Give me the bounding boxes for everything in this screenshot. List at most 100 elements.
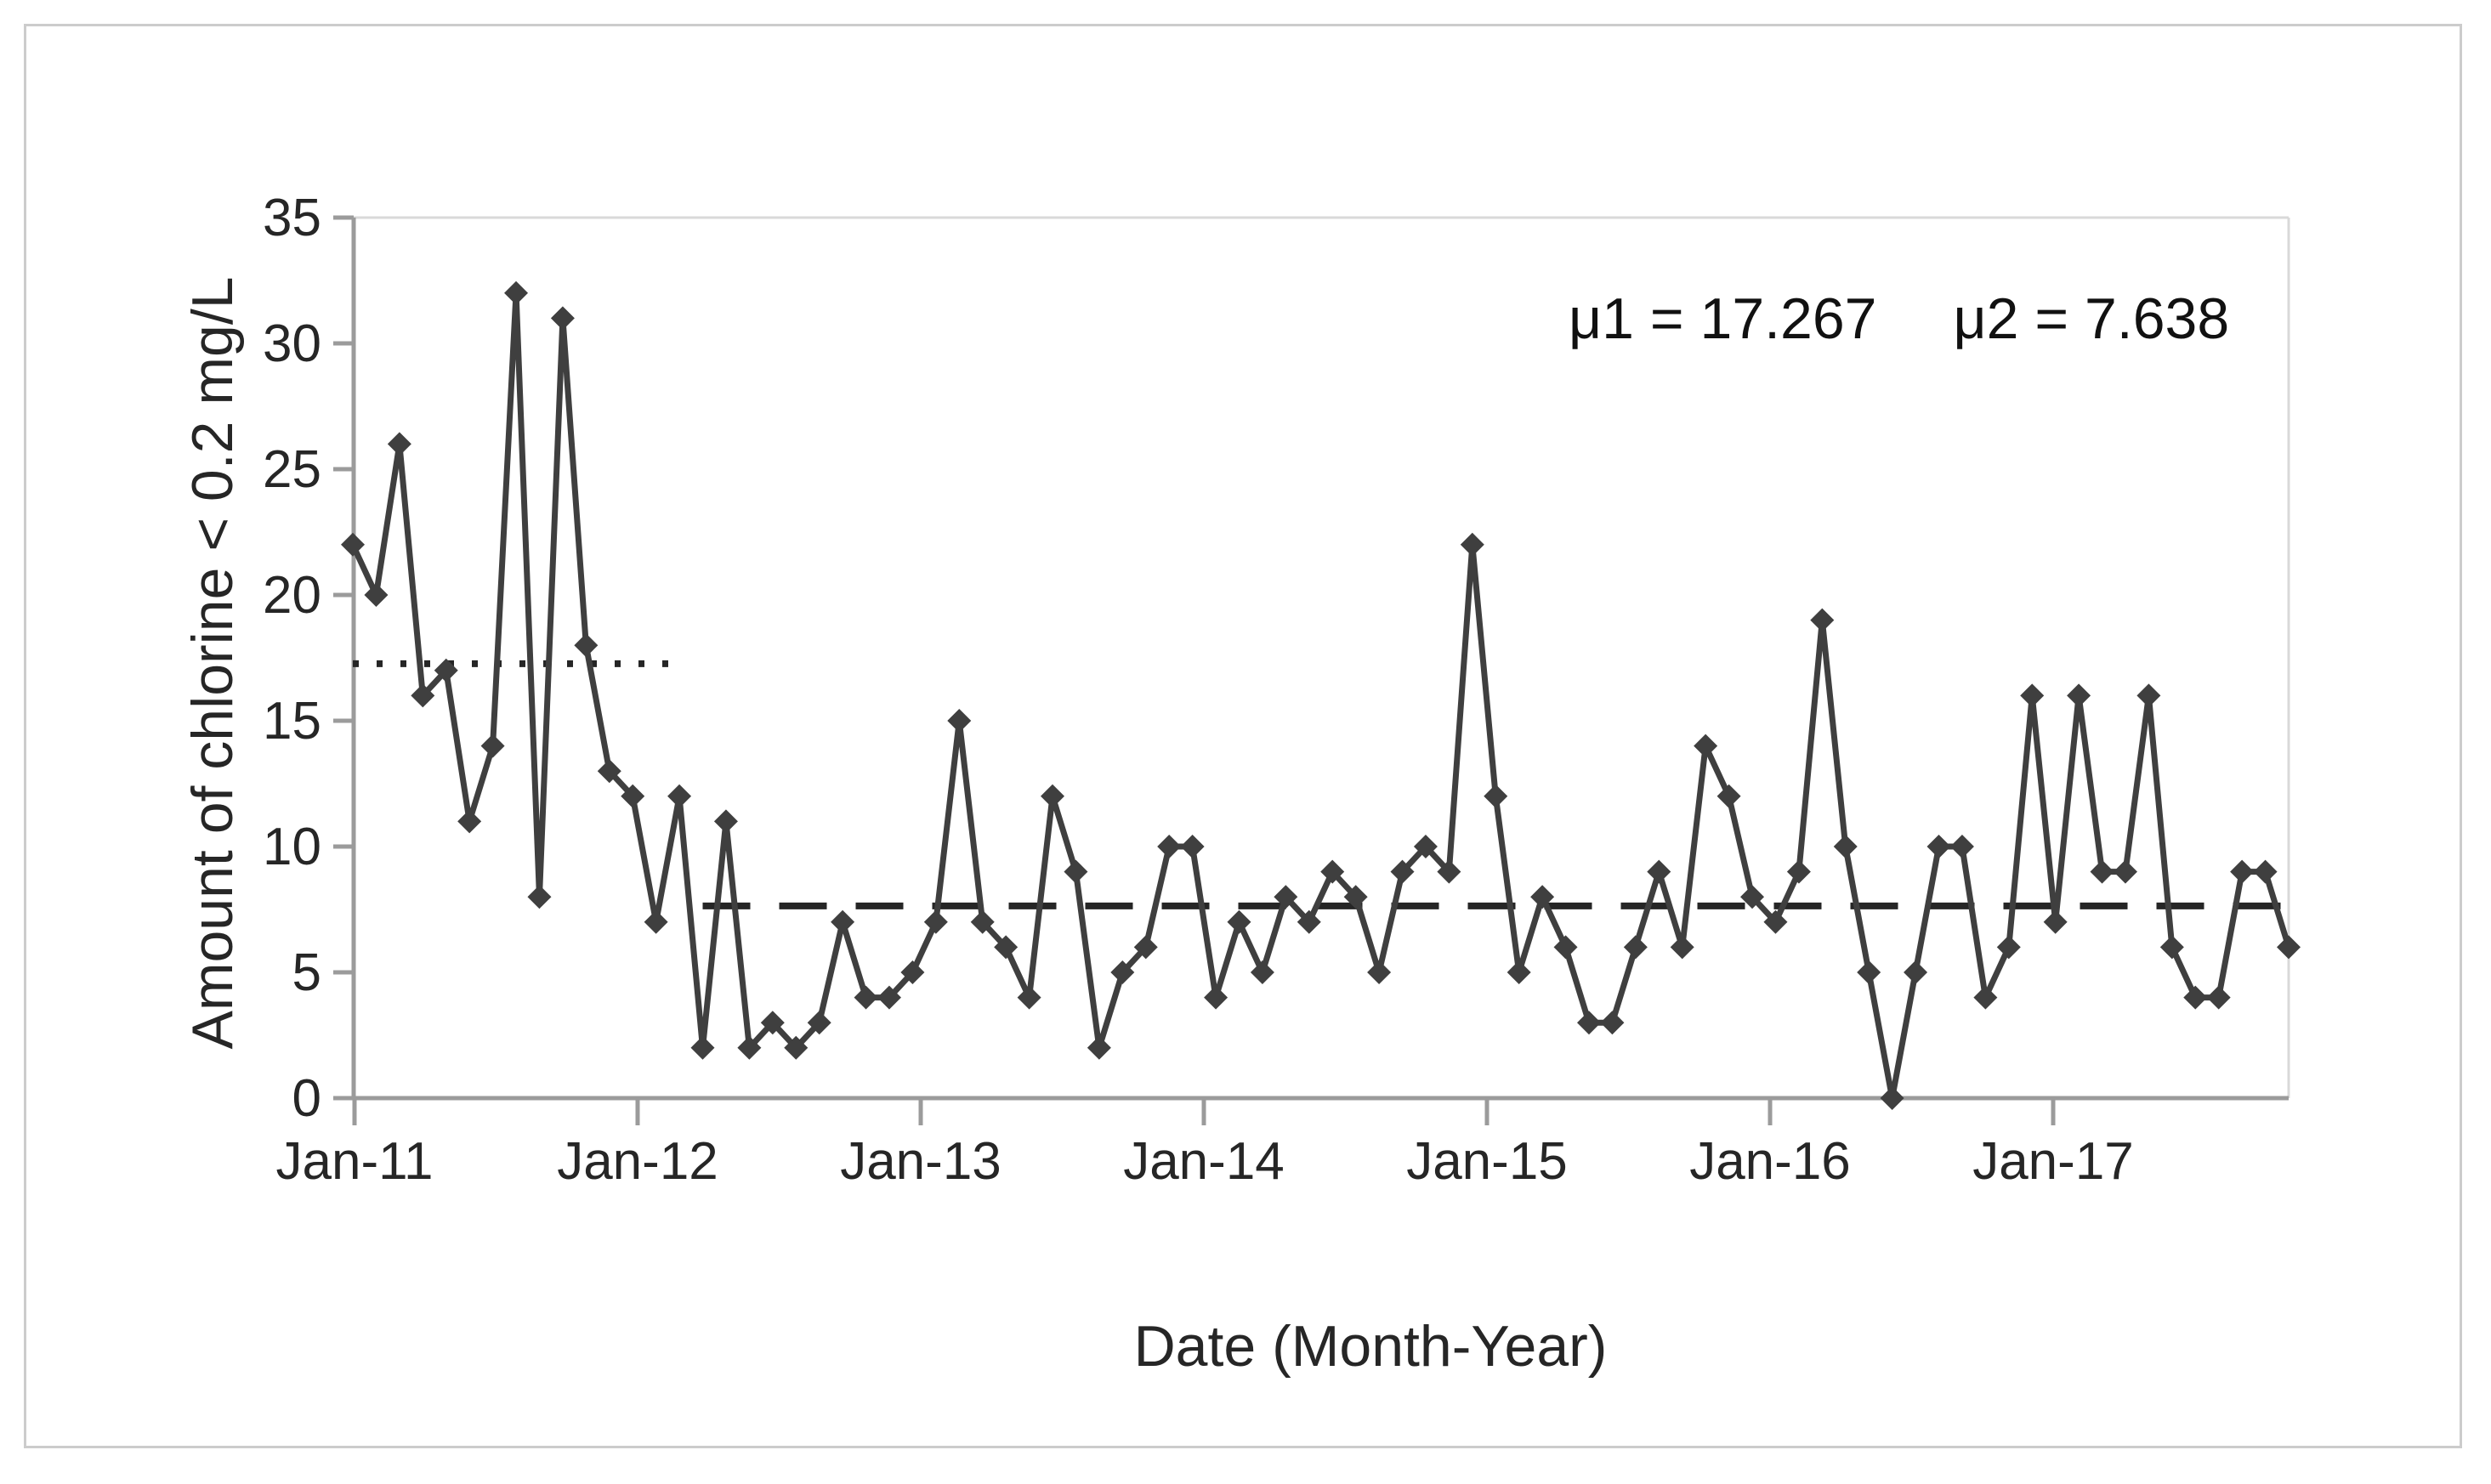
data-point <box>923 909 948 934</box>
data-point <box>1227 909 1251 934</box>
data-point <box>1087 1035 1111 1060</box>
data-point <box>1041 784 1065 808</box>
y-tick-label: 25 <box>263 440 321 499</box>
data-point <box>1017 985 1041 1010</box>
data-point <box>1390 859 1415 884</box>
data-point <box>1553 935 1578 960</box>
data-point <box>1110 960 1135 984</box>
data-point <box>1367 960 1392 984</box>
data-point <box>667 784 692 808</box>
x-tick-label: Jan-14 <box>1123 1132 1285 1191</box>
data-point <box>1460 532 1484 557</box>
x-tick-label: Jan-17 <box>1972 1132 2134 1191</box>
mean-annotations: μ1 = 17.267 μ2 = 7.638 <box>1569 286 2229 352</box>
data-line <box>349 290 2292 1102</box>
data-point <box>1949 835 1974 858</box>
data-point <box>1204 985 1228 1010</box>
data-point <box>807 1011 831 1035</box>
data-point <box>434 658 458 683</box>
data-point <box>2067 683 2091 708</box>
data-point <box>480 734 505 758</box>
data-point <box>1716 784 1741 808</box>
data-point <box>1484 784 1508 808</box>
data-point <box>457 809 482 834</box>
data-point <box>1437 859 1461 884</box>
data-point <box>1880 1086 1904 1110</box>
data-point <box>1180 835 1205 858</box>
data-point <box>1133 935 1158 960</box>
data-point <box>1786 859 1811 884</box>
data-point <box>1576 1011 1601 1035</box>
mu1-annotation: μ1 = 17.267 <box>1569 286 1877 351</box>
y-tick-label: 5 <box>292 943 321 1002</box>
data-point <box>2043 909 2068 934</box>
data-point <box>970 909 995 934</box>
data-point <box>1297 909 1321 934</box>
data-point <box>1623 935 1648 960</box>
data-point <box>1810 608 1835 632</box>
y-tick-label: 10 <box>263 818 321 876</box>
data-point <box>1343 885 1368 909</box>
y-tick-label: 35 <box>263 189 321 247</box>
data-point <box>1740 885 1765 909</box>
data-point <box>2113 859 2137 884</box>
data-point <box>900 960 925 984</box>
data-point <box>621 784 645 808</box>
data-point <box>713 809 738 834</box>
data-point <box>1973 985 1998 1010</box>
data-point <box>411 683 435 708</box>
data-point <box>877 985 901 1010</box>
data-point <box>1670 935 1694 960</box>
y-tick-label: 20 <box>263 566 321 625</box>
data-point <box>1857 960 1881 984</box>
data-point <box>1250 960 1274 984</box>
data-point <box>2136 683 2161 708</box>
data-point <box>690 1035 715 1060</box>
data-point <box>2206 985 2231 1010</box>
data-point <box>831 909 855 934</box>
y-tick-label: 15 <box>263 692 321 750</box>
data-point <box>364 583 389 607</box>
y-tick-label: 30 <box>263 314 321 373</box>
data-point <box>1996 935 2021 960</box>
y-tick-label: 0 <box>292 1069 321 1128</box>
x-tick-label: Jan-11 <box>276 1132 434 1191</box>
y-axis-title: Amount of chlorine < 0.2 mg/L <box>180 276 245 1050</box>
data-point <box>2159 935 2184 960</box>
data-point <box>1157 835 1182 858</box>
data-point <box>387 432 411 456</box>
data-point <box>1926 835 1951 858</box>
data-point <box>1064 859 1088 884</box>
data-point <box>1413 835 1438 858</box>
x-tick-label: Jan-12 <box>557 1132 718 1191</box>
data-point <box>1647 859 1671 884</box>
data-point <box>1274 885 1298 909</box>
x-tick-label: Jan-15 <box>1406 1132 1568 1191</box>
data-point <box>947 709 972 733</box>
data-point <box>2230 859 2255 884</box>
data-point <box>2277 935 2301 960</box>
data-point <box>2183 985 2208 1010</box>
data-point <box>2090 859 2114 884</box>
data-point <box>1694 734 1718 758</box>
data-point <box>644 909 668 934</box>
data-point <box>1763 909 1788 934</box>
data-point <box>2253 859 2278 884</box>
data-point <box>1530 885 1555 909</box>
data-point <box>994 935 1019 960</box>
data-point <box>341 532 365 557</box>
data-point <box>1904 960 1928 984</box>
figure-border <box>24 24 2462 1448</box>
data-point <box>597 759 621 784</box>
x-axis-title: Date (Month-Year) <box>1133 1314 1608 1379</box>
data-point <box>550 306 575 331</box>
x-tick-label: Jan-13 <box>840 1132 1002 1191</box>
data-point <box>527 885 552 909</box>
data-point <box>784 1035 809 1060</box>
data-point <box>1600 1011 1625 1035</box>
data-point <box>574 633 599 658</box>
data-point <box>2020 683 2045 708</box>
mu2-annotation: μ2 = 7.638 <box>1953 286 2230 351</box>
